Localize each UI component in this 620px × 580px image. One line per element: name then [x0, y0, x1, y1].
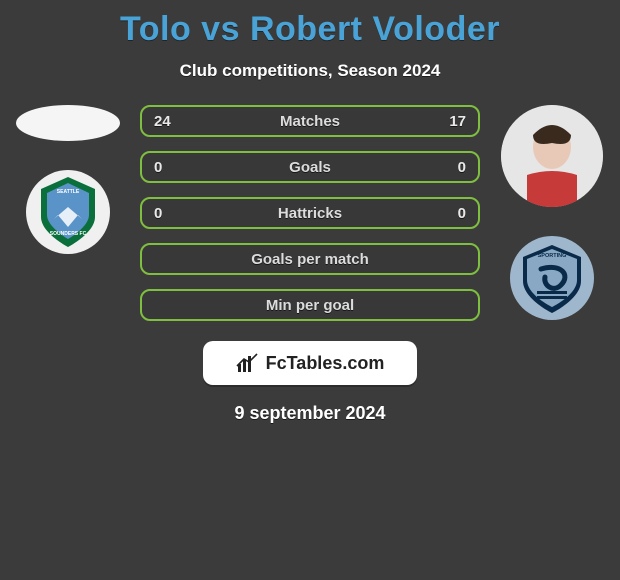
- team-right-badge: SPORTING: [509, 235, 595, 321]
- player-right-photo: [501, 105, 603, 207]
- stat-label: Goals: [182, 159, 438, 176]
- svg-text:SPORTING: SPORTING: [538, 253, 567, 259]
- svg-text:SEATTLE: SEATTLE: [57, 189, 80, 195]
- stat-label: Goals per match: [182, 251, 438, 268]
- page-title: Tolo vs Robert Voloder: [0, 0, 620, 49]
- stat-left-value: 0: [154, 205, 182, 222]
- stat-row-matches: 24 Matches 17: [140, 105, 480, 137]
- stat-row-goals: 0 Goals 0: [140, 151, 480, 183]
- stat-rows: 24 Matches 17 0 Goals 0 0 Hattricks 0 Go…: [140, 105, 480, 321]
- stat-right-value: 0: [438, 159, 466, 176]
- left-player-column: SEATTLE SOUNDERS FC: [8, 105, 128, 255]
- stat-row-mpg: Min per goal: [140, 289, 480, 321]
- stat-label: Min per goal: [182, 297, 438, 314]
- svg-text:SOUNDERS FC: SOUNDERS FC: [50, 231, 87, 237]
- team-left-badge: SEATTLE SOUNDERS FC: [25, 169, 111, 255]
- stat-left-value: 0: [154, 159, 182, 176]
- player-avatar-icon: [501, 105, 603, 207]
- stat-right-value: 17: [438, 113, 466, 130]
- branding-badge: FcTables.com: [203, 341, 417, 385]
- right-player-column: SPORTING: [492, 105, 612, 321]
- comparison-panel: SEATTLE SOUNDERS FC SPORTING: [0, 105, 620, 424]
- stat-row-gpm: Goals per match: [140, 243, 480, 275]
- date-text: 9 september 2024: [0, 403, 620, 424]
- stat-row-hattricks: 0 Hattricks 0: [140, 197, 480, 229]
- sounders-badge-icon: SEATTLE SOUNDERS FC: [25, 169, 111, 255]
- stat-label: Matches: [182, 113, 438, 130]
- stat-left-value: 24: [154, 113, 182, 130]
- sporting-kc-badge-icon: SPORTING: [509, 235, 595, 321]
- bar-chart-icon: [236, 352, 258, 374]
- stat-label: Hattricks: [182, 205, 438, 222]
- branding-text: FcTables.com: [266, 353, 385, 374]
- subtitle: Club competitions, Season 2024: [0, 61, 620, 81]
- player-left-photo: [16, 105, 120, 141]
- stat-right-value: 0: [438, 205, 466, 222]
